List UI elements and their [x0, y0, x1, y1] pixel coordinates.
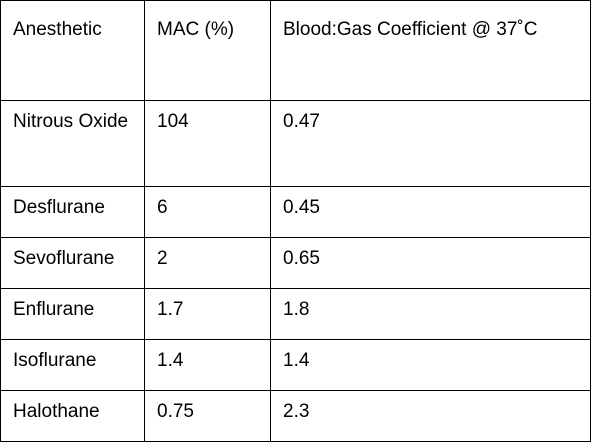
header-anesthetic: Anesthetic	[0, 0, 145, 101]
cell-blood-gas: 2.3	[270, 390, 591, 442]
cell-blood-gas: 0.45	[270, 186, 591, 238]
cell-anesthetic: Nitrous Oxide	[0, 100, 145, 187]
cell-mac: 1.4	[144, 339, 271, 391]
cell-anesthetic: Halothane	[0, 390, 145, 442]
cell-mac: 0.75	[144, 390, 271, 442]
table-row: Isoflurane 1.4 1.4	[0, 339, 591, 391]
table-row: Halothane 0.75 2.3	[0, 390, 591, 442]
cell-blood-gas: 0.47	[270, 100, 591, 187]
cell-blood-gas: 0.65	[270, 237, 591, 289]
cell-anesthetic: Desflurane	[0, 186, 145, 238]
cell-blood-gas: 1.8	[270, 288, 591, 340]
cell-mac: 1.7	[144, 288, 271, 340]
cell-anesthetic: Sevoflurane	[0, 237, 145, 289]
table-row: Enflurane 1.7 1.8	[0, 288, 591, 340]
cell-anesthetic: Enflurane	[0, 288, 145, 340]
cell-mac: 6	[144, 186, 271, 238]
header-blood-gas-coefficient: Blood:Gas Coefficient @ 37˚C	[270, 0, 591, 101]
table-row: Nitrous Oxide 104 0.47	[0, 100, 591, 187]
header-mac: MAC (%)	[144, 0, 271, 101]
cell-mac: 104	[144, 100, 271, 187]
cell-blood-gas: 1.4	[270, 339, 591, 391]
cell-mac: 2	[144, 237, 271, 289]
table-header-row: Anesthetic MAC (%) Blood:Gas Coefficient…	[0, 0, 591, 101]
cell-anesthetic: Isoflurane	[0, 339, 145, 391]
table-row: Sevoflurane 2 0.65	[0, 237, 591, 289]
table-row: Desflurane 6 0.45	[0, 186, 591, 238]
